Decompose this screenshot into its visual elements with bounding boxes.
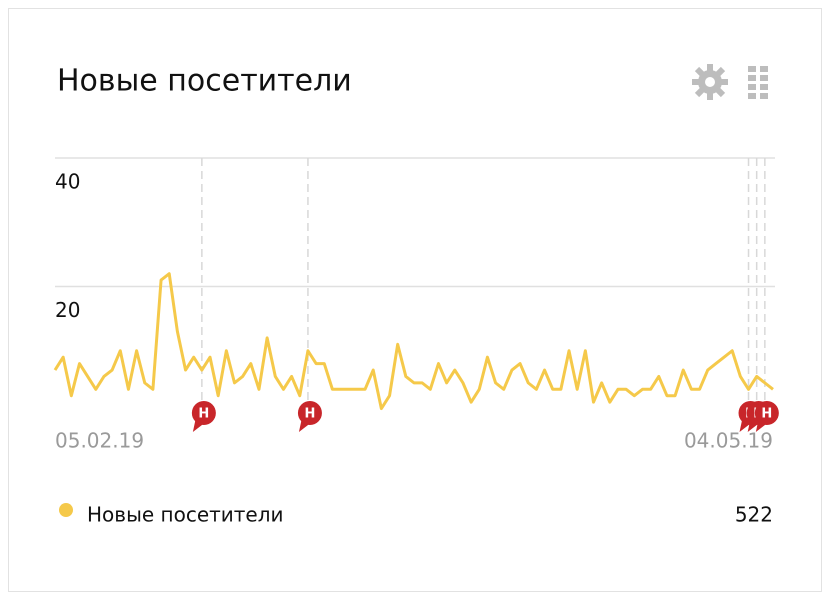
annotation-label: Н [198, 407, 209, 422]
y-tick-label: 20 [55, 298, 80, 322]
gear-hole [705, 77, 715, 87]
annotation-marker[interactable] [191, 401, 216, 425]
annotation-label: Н [304, 407, 315, 422]
drag-icon[interactable] [748, 66, 768, 99]
annotation-label: Н [761, 407, 772, 422]
y-tick-label: 40 [55, 170, 80, 194]
x-tick-label: 04.05.19 [684, 429, 773, 453]
x-tick-label: 05.02.19 [55, 429, 144, 453]
legend-dot [59, 503, 73, 517]
card [8, 8, 822, 592]
legend-total: 522 [735, 503, 773, 527]
annotation-marker[interactable] [754, 401, 779, 425]
settings-icon[interactable] [692, 64, 728, 100]
series-line [53, 272, 774, 411]
widget-title: Новые посетители [57, 64, 352, 99]
annotation-marker[interactable] [297, 401, 322, 425]
legend-label: Новые посетители [87, 503, 284, 527]
